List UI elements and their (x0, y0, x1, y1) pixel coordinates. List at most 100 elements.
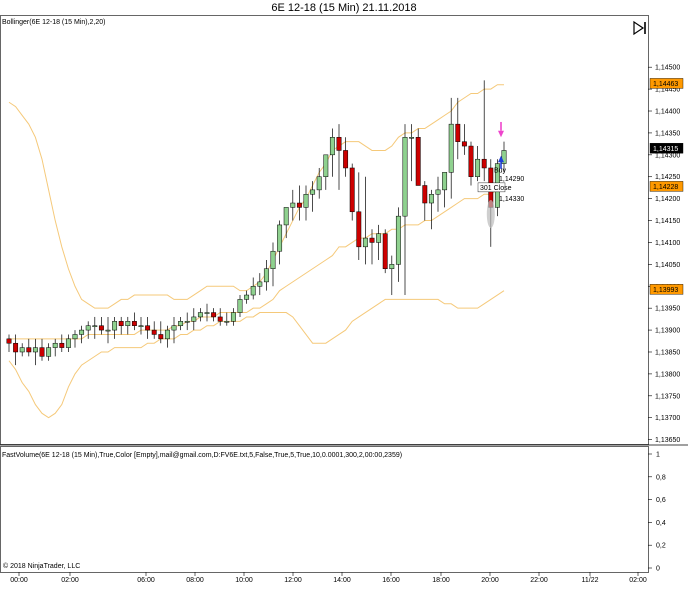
price-tick-label: 1,13950 (655, 306, 680, 313)
candle-body (277, 224, 283, 252)
candle-body (145, 325, 151, 331)
candle-body (191, 316, 197, 322)
candle (435, 176, 441, 212)
candle (217, 308, 223, 326)
volume-tick-label: 0,8 (656, 474, 666, 481)
candle (442, 172, 448, 208)
candle (270, 242, 276, 287)
candle-body (158, 334, 164, 340)
time-tick-label: 00:00 (10, 577, 28, 584)
candle-body (52, 342, 58, 348)
close-annotation: 301 Close (480, 185, 512, 192)
close-annotation-box (477, 182, 506, 193)
price-axis: 1,14500 1,14450 1,14400 1,14350 1,14300 1,142… (648, 65, 680, 444)
candle (6, 334, 12, 352)
play-to-end-icon[interactable] (632, 20, 648, 36)
time-tick-label: 12:00 (284, 577, 302, 584)
volume-tick-label: 0 (656, 566, 660, 573)
candle-body (448, 123, 454, 173)
candle-body (250, 286, 256, 296)
candle (376, 224, 382, 260)
candle-body (461, 141, 467, 147)
candle-body (79, 329, 85, 335)
candle (244, 290, 250, 304)
volume-tick-label: 0,4 (656, 520, 666, 527)
candle-body (283, 207, 289, 226)
candle-body (303, 194, 309, 208)
candle-body (376, 233, 382, 243)
volume-tick-label: 0,2 (656, 543, 666, 550)
buy-price-annotation: 1,14290 (499, 176, 524, 183)
candle (178, 316, 184, 331)
lower-band-tag-box (649, 284, 684, 295)
position-marker (486, 199, 495, 228)
candle-body (65, 338, 71, 348)
candle-body (6, 338, 12, 344)
candle-body (59, 342, 65, 348)
candle-body (382, 233, 388, 269)
candle (85, 321, 91, 339)
candle-body (323, 154, 329, 177)
candle-body (455, 123, 461, 142)
candle (191, 308, 197, 331)
candle (382, 229, 388, 274)
volume-tick-label: 0,6 (656, 497, 666, 504)
copyright-text: © 2018 NinjaTrader, LLC (3, 563, 81, 570)
candle-body (356, 211, 362, 248)
middle-band-tag-label: 1,14228 (653, 184, 678, 191)
candle (415, 128, 421, 186)
current-price-tag-box (649, 143, 684, 154)
time-tick-label: 11/22 (582, 577, 599, 584)
candle-body (244, 294, 250, 300)
candle (59, 334, 65, 352)
candle (92, 316, 98, 339)
candle (303, 185, 309, 221)
candle-body (230, 312, 236, 322)
candle (395, 207, 401, 282)
price-tick-label: 1,14200 (655, 196, 680, 203)
candle (46, 343, 52, 361)
candle (316, 167, 322, 199)
time-tick-label: 22:00 (530, 577, 548, 584)
candle (39, 338, 45, 361)
candle-body (290, 202, 296, 208)
candle-body (19, 347, 25, 353)
candle (250, 277, 256, 300)
candle-body (501, 150, 507, 164)
candle-body (197, 312, 203, 318)
candle-body (475, 158, 481, 177)
trade-annotations: Buy 1,14290 301 Close 1,14330 (477, 121, 524, 228)
candle-body (349, 167, 355, 213)
candle-body (112, 321, 118, 331)
candle-body (13, 342, 19, 353)
candle (323, 154, 329, 190)
candle (422, 181, 428, 221)
candle-body (409, 137, 415, 139)
candle (310, 181, 316, 212)
time-tick-label: 18:00 (432, 577, 450, 584)
candle (481, 80, 487, 182)
candle-body (336, 137, 342, 151)
candle-body (389, 264, 395, 269)
bollinger-lower-line (8, 290, 505, 419)
price-tick-label: 1,13750 (655, 393, 680, 400)
candle (65, 334, 71, 352)
candle-body (343, 150, 349, 169)
volume-tick-label: 1 (656, 452, 660, 459)
bollinger-bands (8, 84, 505, 419)
price-panel-border (0, 15, 649, 445)
candle-body (138, 325, 144, 327)
candle-body (369, 237, 375, 243)
lower-band-tag-label: 1,13993 (653, 287, 678, 294)
candlestick-series (6, 80, 507, 366)
candle (125, 316, 131, 335)
candle-body (362, 237, 368, 248)
candle (211, 308, 217, 322)
candle-body (46, 347, 52, 357)
upper-band-tag-box (649, 78, 684, 89)
price-tick-label: 1,13800 (655, 371, 680, 378)
candle-body (118, 321, 124, 326)
buy-arrow-icon (498, 155, 504, 169)
candle (98, 316, 104, 335)
